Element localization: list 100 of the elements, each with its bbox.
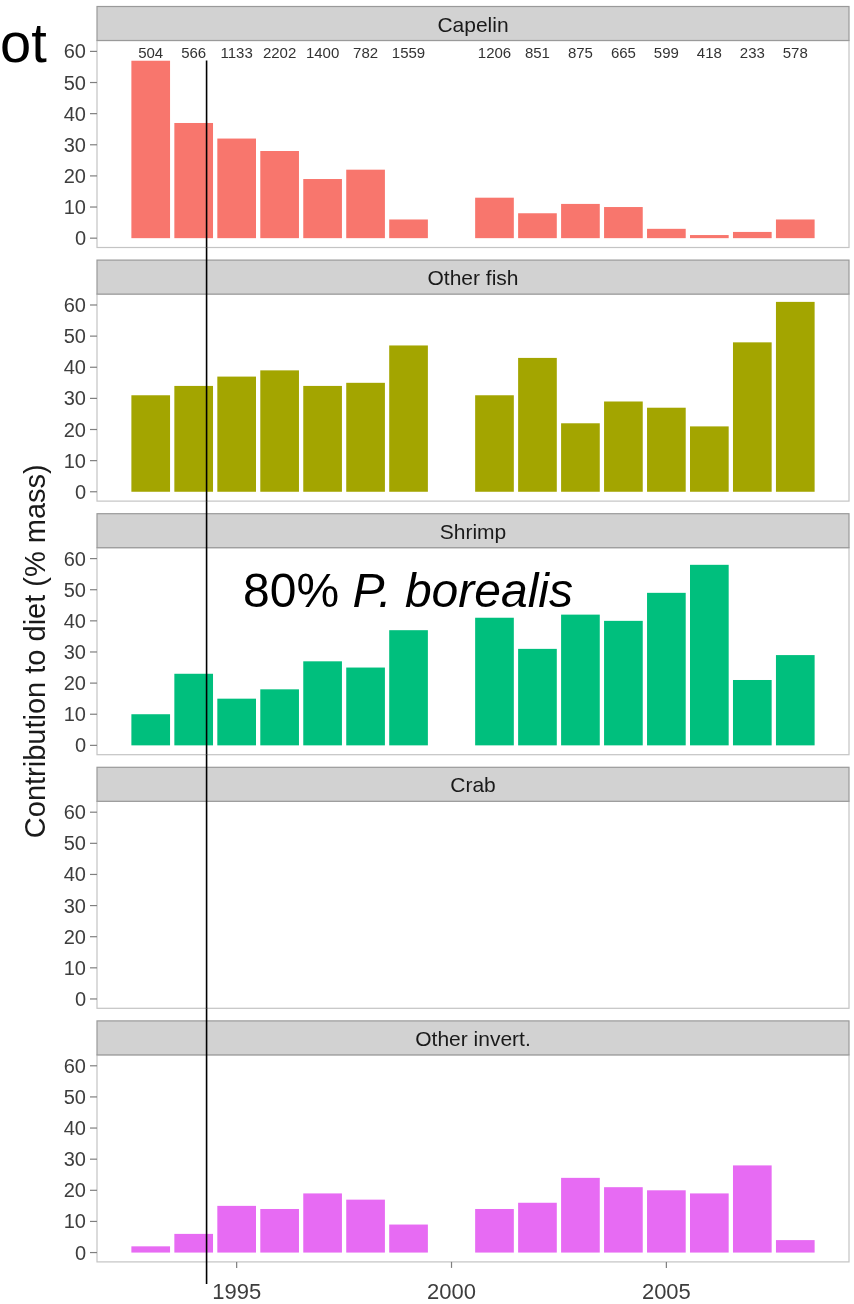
bar bbox=[174, 385, 214, 492]
bar bbox=[346, 1199, 385, 1253]
y-tick-label: 30 bbox=[63, 387, 86, 410]
bar bbox=[561, 423, 600, 492]
y-tick-label: 10 bbox=[63, 196, 86, 219]
bar bbox=[475, 197, 514, 239]
bar bbox=[604, 1187, 643, 1253]
bar bbox=[775, 219, 815, 239]
bar bbox=[647, 228, 686, 239]
annotation: 1206 bbox=[477, 43, 512, 60]
bar bbox=[647, 592, 686, 746]
bar bbox=[561, 614, 600, 746]
bar bbox=[303, 1193, 342, 1253]
bar bbox=[217, 698, 256, 746]
bar bbox=[604, 620, 643, 746]
bar bbox=[604, 401, 643, 492]
annotation: 578 bbox=[782, 43, 808, 60]
bar bbox=[732, 231, 772, 239]
y-tick-label: 0 bbox=[74, 1241, 86, 1264]
annotation: 851 bbox=[524, 43, 550, 60]
annotation: 782 bbox=[353, 43, 379, 60]
y-tick-label: 10 bbox=[63, 1210, 86, 1233]
bar bbox=[131, 395, 171, 492]
annotation: 418 bbox=[696, 43, 722, 60]
bar bbox=[561, 203, 600, 239]
y-tick-label: 50 bbox=[63, 1085, 86, 1108]
bar bbox=[518, 357, 557, 492]
y-tick-label: 40 bbox=[63, 102, 86, 125]
y-tick-label: 50 bbox=[63, 832, 86, 855]
bar bbox=[518, 213, 557, 239]
annotation: 1133 bbox=[220, 43, 253, 60]
bar bbox=[346, 667, 385, 746]
annotation: 1400 bbox=[305, 43, 340, 60]
y-tick-label: 60 bbox=[63, 1054, 86, 1077]
bar bbox=[260, 370, 299, 492]
bar bbox=[131, 1246, 171, 1253]
y-tick-label: 30 bbox=[63, 133, 86, 156]
bar bbox=[475, 395, 514, 492]
bar bbox=[217, 1205, 256, 1253]
bar bbox=[389, 1224, 428, 1253]
y-tick-label: 0 bbox=[74, 734, 86, 757]
chart-title: Other invert. bbox=[415, 1026, 531, 1050]
y-tick-label: 50 bbox=[63, 325, 86, 348]
bar bbox=[217, 376, 256, 492]
bar bbox=[389, 630, 428, 746]
annotation: 1559 bbox=[391, 43, 426, 60]
bar bbox=[690, 235, 729, 239]
chart-title: Capelin bbox=[437, 12, 509, 35]
text: ot bbox=[0, 11, 48, 74]
y-tick-label: 60 bbox=[63, 547, 86, 570]
bar bbox=[732, 1165, 772, 1253]
bar bbox=[131, 714, 171, 746]
x-tick-label: 1995 bbox=[212, 1279, 262, 1304]
bar bbox=[690, 564, 729, 746]
y-axis-title: Contribution to diet (% mass) bbox=[19, 464, 51, 839]
y-tick-label: 20 bbox=[63, 418, 86, 441]
y-tick-label: 30 bbox=[63, 1148, 86, 1171]
bar bbox=[518, 1202, 557, 1253]
y-tick-label: 60 bbox=[63, 293, 86, 316]
bar bbox=[260, 1208, 299, 1253]
y-tick-label: 0 bbox=[74, 227, 86, 250]
bar bbox=[303, 661, 342, 746]
annotation: 599 bbox=[653, 43, 679, 60]
bar bbox=[518, 648, 557, 746]
bar bbox=[775, 301, 815, 492]
bar bbox=[131, 60, 171, 239]
chart-title: Shrimp bbox=[439, 519, 507, 543]
bar bbox=[475, 1208, 514, 1253]
bar bbox=[303, 179, 342, 239]
annotation: 504 bbox=[138, 43, 164, 60]
bar bbox=[690, 1193, 729, 1253]
chart-title: Crab bbox=[450, 772, 496, 796]
bar bbox=[389, 219, 428, 239]
y-tick-label: 40 bbox=[63, 356, 86, 379]
bar bbox=[174, 673, 214, 746]
y-tick-label: 20 bbox=[63, 1179, 86, 1202]
bar bbox=[690, 426, 729, 492]
annotation: 2202 bbox=[262, 43, 297, 60]
bar bbox=[775, 655, 815, 746]
y-tick-label: 0 bbox=[74, 480, 86, 503]
y-tick-label: 20 bbox=[63, 164, 86, 187]
bar bbox=[647, 1190, 686, 1253]
x-tick-label: 2000 bbox=[427, 1279, 476, 1304]
bar bbox=[260, 151, 299, 239]
x-tick-label: 2005 bbox=[641, 1279, 691, 1304]
bar bbox=[260, 689, 299, 746]
bar bbox=[475, 617, 514, 746]
y-tick-label: 50 bbox=[63, 71, 86, 94]
bar bbox=[732, 342, 772, 492]
bar bbox=[346, 169, 385, 239]
annotation: 665 bbox=[610, 43, 636, 60]
y-tick-label: 60 bbox=[63, 40, 86, 63]
y-tick-label: 0 bbox=[74, 987, 86, 1010]
annotation: 566 bbox=[181, 43, 207, 60]
y-tick-label: 20 bbox=[63, 925, 86, 948]
bar bbox=[647, 407, 686, 492]
bar bbox=[561, 1177, 600, 1253]
y-tick-label: 60 bbox=[63, 801, 86, 824]
y-tick-label: 50 bbox=[63, 578, 86, 601]
y-tick-label: 40 bbox=[63, 609, 86, 632]
